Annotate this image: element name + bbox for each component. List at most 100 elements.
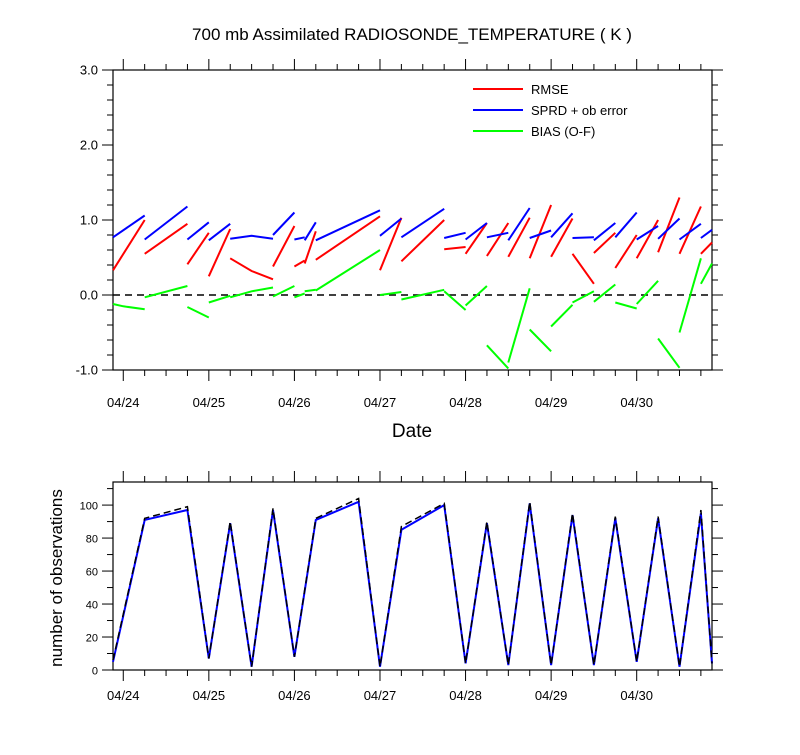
bottom-y-tick-label: 40 (86, 600, 98, 612)
series-sprd-ob-error-line (529, 229, 552, 239)
series-bias-o-f-line (144, 285, 188, 299)
series-bias-o-f-line (593, 283, 616, 303)
series-rmse-line (486, 222, 510, 257)
series-rmse-line (272, 225, 296, 267)
series-sprd-ob-error-line (657, 217, 681, 240)
bottom-x-tick-label: 04/28 (449, 688, 482, 703)
series-rmse-line (464, 222, 488, 255)
bottom-y-tick-label: 0 (92, 666, 98, 678)
series-bias-o-f-line (443, 290, 467, 311)
series-rmse-line (207, 228, 232, 277)
series-rmse-line (293, 259, 306, 268)
series-sprd-ob-error-line (294, 236, 305, 241)
series-rmse-line (379, 217, 403, 271)
series-rmse-line (144, 222, 188, 255)
bottom-x-tick-label: 04/29 (535, 688, 568, 703)
bottom-y-tick-label: 80 (86, 534, 98, 546)
series-bias-o-f-line (700, 263, 713, 285)
series-sprd-ob-error-line (400, 207, 445, 239)
top-chart-plot: 04/24 04/25 04/26 04/27 04/28 04/29 04/30 -1.0 0… (76, 59, 723, 410)
series-bias-o-f-line (615, 301, 637, 310)
series-bias-o-f-line (635, 280, 659, 305)
series-sprd-ob-error-line (144, 205, 189, 241)
series-bias-o-f-line (464, 285, 488, 307)
legend-label-bias-o-f: BIAS (O-F) (531, 124, 595, 139)
top-x-tick-label: 04/28 (449, 395, 482, 410)
series-bias-o-f-line (678, 258, 702, 333)
series-bias-o-f-line (112, 303, 145, 311)
series-sprd-ob-error-line (379, 217, 403, 237)
series-rmse-line (635, 219, 659, 259)
chart-title: 700 mb Assimilated RADIOSONDE_TEMPERATUR… (192, 25, 632, 44)
legend-label-rmse: RMSE (531, 82, 569, 97)
series-rmse-line (507, 217, 531, 258)
series-bias-o-f-line (572, 290, 595, 304)
top-x-tick-label: 04/25 (193, 395, 226, 410)
series-bias-o-f-line (528, 328, 552, 353)
top-y-tick-label: 2.0 (80, 138, 98, 153)
series-rmse-line (112, 219, 146, 271)
bottom-y-tick-label: 60 (86, 567, 98, 579)
series-rmse-line (444, 246, 466, 251)
series-sprd-ob-error-line (443, 231, 466, 239)
series-bias-o-f-line (550, 304, 574, 328)
series-rmse-line (528, 204, 553, 259)
series-sprd-ob-error-line (678, 222, 702, 241)
top-x-tick-label: 04/30 (620, 395, 653, 410)
top-x-tick-label: 04/26 (278, 395, 311, 410)
bottom-y-tick-label: 20 (86, 633, 98, 645)
series-bias-o-f-line (657, 337, 681, 369)
top-y-tick-label: 0.0 (80, 288, 98, 303)
series-sprd-ob-error-line (486, 231, 509, 239)
series-sprd-ob-error-line (507, 207, 531, 241)
series-rmse-line (400, 219, 445, 263)
top-x-tick-label: 04/24 (107, 395, 140, 410)
series-rmse-line (700, 241, 713, 255)
series-rmse-line (303, 230, 317, 264)
top-y-tick-label: 3.0 (80, 63, 98, 78)
series-bias-o-f-line (272, 285, 295, 298)
series-sprd-ob-error-line (303, 221, 317, 241)
top-y-tick-label: 1.0 (80, 213, 98, 228)
bottom-x-tick-label: 04/24 (107, 688, 140, 703)
series-sprd-ob-error-line (272, 211, 296, 236)
top-x-tick-label: 04/27 (364, 395, 397, 410)
bottom-x-tick-label: 04/30 (620, 688, 653, 703)
bottom-x-tick-label: 04/25 (193, 688, 226, 703)
series-sprd-ob-error-line (593, 222, 616, 242)
series-bias-o-f-line (304, 288, 316, 293)
series-bias-o-f-line (379, 291, 402, 296)
top-y-tick-label: -1.0 (76, 363, 98, 378)
series-bias-o-f-line (507, 288, 531, 363)
observations-line-solid (112, 500, 713, 667)
top-x-tick-label: 04/29 (535, 395, 568, 410)
series-bias-o-f-line (229, 286, 274, 299)
series-sprd-ob-error-line (636, 225, 659, 241)
series-bias-o-f-line (186, 306, 210, 319)
series-bias-o-f-line (401, 288, 445, 301)
series-rmse-line (593, 232, 616, 254)
series-bias-o-f-line (315, 249, 381, 292)
bottom-chart-plot: 04/24 04/25 04/26 04/27 04/28 04/29 04/30 0 20 40… (80, 471, 723, 703)
series-sprd-ob-error-line (700, 228, 713, 239)
bottom-y-tick-label: 100 (80, 501, 98, 513)
series-sprd-ob-error-line (315, 209, 381, 242)
series-sprd-ob-error-line (550, 212, 574, 238)
series-rmse-line (315, 215, 381, 261)
series-rmse-line (186, 232, 210, 265)
series-rmse-line (678, 206, 702, 255)
bottom-x-tick-label: 04/27 (364, 688, 397, 703)
series-sprd-ob-error-line (572, 236, 594, 239)
series-sprd-ob-error-line (464, 222, 488, 241)
series-rmse-line (229, 257, 274, 281)
series-bias-o-f-line (208, 294, 231, 304)
bottom-plot-frame (112, 481, 713, 671)
series-bias-o-f-line (486, 344, 510, 370)
x-axis-label: Date (392, 421, 432, 442)
series-bias-o-f-line (294, 292, 306, 299)
series-rmse-line (614, 234, 638, 269)
series-sprd-ob-error-line (208, 223, 231, 242)
bottom-x-tick-label: 04/26 (278, 688, 311, 703)
